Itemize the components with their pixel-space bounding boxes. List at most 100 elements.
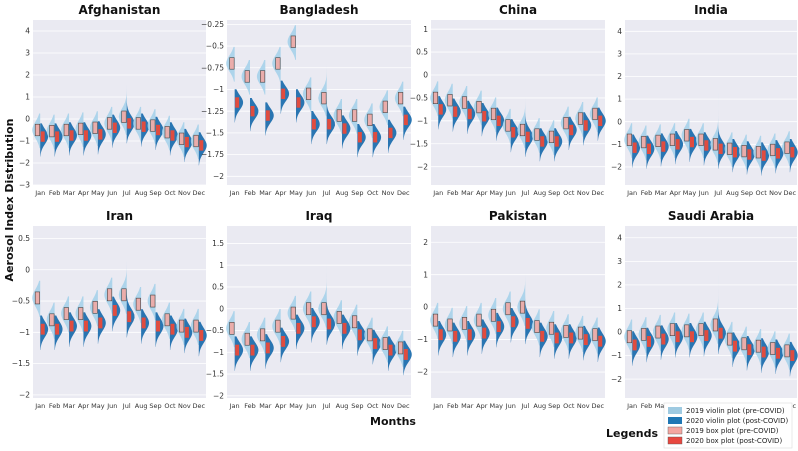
box-2019-oct bbox=[563, 117, 569, 130]
x-tick-label: Apr bbox=[78, 189, 90, 197]
box-2020-oct bbox=[761, 150, 766, 161]
box-2020-mar bbox=[265, 342, 270, 354]
box-2020-mar bbox=[661, 333, 666, 345]
box-2020-sep bbox=[554, 332, 559, 344]
x-tick-label: Nov bbox=[382, 402, 395, 410]
box-2019-feb bbox=[447, 318, 453, 332]
x-tick-label: Nov bbox=[577, 189, 590, 197]
y-tick-label: 4 bbox=[617, 27, 622, 36]
box-2020-mar bbox=[661, 141, 666, 152]
box-2020-feb bbox=[453, 106, 458, 117]
box-2020-oct bbox=[373, 132, 378, 143]
box-2020-feb bbox=[453, 330, 458, 342]
y-tick-label: −2 bbox=[19, 159, 30, 168]
y-tick-label: −2 bbox=[213, 172, 224, 181]
x-tick-label: Jan bbox=[626, 189, 637, 197]
box-2020-may bbox=[296, 97, 301, 108]
box-2019-sep bbox=[352, 315, 358, 329]
box-2019-jul bbox=[712, 318, 718, 332]
box-2020-dec bbox=[199, 330, 204, 341]
box-2020-may bbox=[98, 317, 103, 329]
x-tick-label: Jun bbox=[106, 402, 117, 410]
x-tick-label: Nov bbox=[178, 189, 191, 197]
box-2019-may bbox=[684, 129, 690, 142]
x-tick-label: Jul bbox=[122, 189, 131, 197]
y-tick-label: −1 bbox=[611, 140, 622, 149]
y-tick-label: −2 bbox=[213, 391, 224, 400]
box-2019-may bbox=[290, 35, 296, 48]
x-tick-label: Oct bbox=[164, 189, 176, 197]
box-2019-jan bbox=[626, 330, 632, 344]
box-2020-jan bbox=[438, 104, 443, 115]
x-tick-label: Aug bbox=[533, 189, 546, 197]
box-2020-jan bbox=[40, 323, 45, 335]
y-tick-label: 1 bbox=[25, 93, 30, 102]
x-tick-label: May bbox=[683, 189, 697, 197]
x-tick-label: Oct bbox=[563, 189, 575, 197]
panel-india: −2 −1 0 1 2 3 4 India Jan Feb Mar Apr May Jun Jul Aug Se… bbox=[611, 3, 798, 197]
box-2020-apr bbox=[83, 130, 88, 141]
box-2019-jul bbox=[321, 302, 327, 316]
y-tick-label: −0.75 bbox=[201, 63, 224, 72]
box-2019-oct bbox=[367, 113, 373, 126]
y-tick-label: 4 bbox=[25, 27, 30, 36]
box-2020-oct bbox=[569, 332, 574, 344]
box-2020-jul bbox=[127, 311, 132, 323]
box-2019-jul bbox=[121, 110, 127, 123]
box-2020-apr bbox=[281, 335, 286, 347]
box-2020-jun bbox=[704, 140, 709, 151]
box-2020-feb bbox=[55, 323, 60, 335]
box-2019-mar bbox=[461, 317, 468, 330]
y-tick-label: −0.25 bbox=[201, 20, 224, 29]
box-2019-dec bbox=[784, 344, 790, 358]
box-2019-aug bbox=[135, 297, 141, 311]
box-2020-oct bbox=[569, 124, 574, 136]
panel-china: −2 −1.5 −1 −0.5 0 0.5 1 China Jan Feb Mar Apr May Jun… bbox=[410, 3, 606, 197]
box-2019-mar bbox=[461, 96, 468, 109]
box-2019-apr bbox=[669, 323, 675, 336]
y-tick-label: −1 bbox=[19, 137, 30, 146]
box-2019-may bbox=[92, 121, 98, 134]
box-2019-nov bbox=[382, 100, 388, 113]
x-tick-label: Dec bbox=[784, 189, 797, 197]
y-tick-label: 1 bbox=[617, 95, 622, 104]
x-tick-label: Feb bbox=[641, 189, 653, 197]
x-tick-label: Aug bbox=[336, 189, 349, 197]
y-tick-label: 3 bbox=[617, 257, 622, 266]
legend-swatch bbox=[667, 426, 683, 435]
box-2019-jan bbox=[626, 133, 632, 146]
box-2019-dec bbox=[784, 141, 790, 154]
x-tick-label: Jun bbox=[505, 189, 516, 197]
x-tick-label: Oct bbox=[164, 402, 176, 410]
box-2019-feb bbox=[49, 125, 55, 138]
box-2020-aug bbox=[141, 317, 146, 329]
panel-title: Iraq bbox=[305, 209, 332, 223]
panel-background bbox=[625, 20, 797, 185]
x-tick-label: Nov bbox=[769, 189, 782, 197]
box-2020-aug bbox=[540, 136, 545, 147]
x-axis-label: Months bbox=[370, 415, 416, 428]
y-tick-label: −1 bbox=[417, 116, 428, 125]
box-2019-nov bbox=[770, 143, 776, 157]
box-2019-jul bbox=[519, 123, 526, 137]
y-tick-label: 0 bbox=[219, 304, 224, 313]
box-2019-apr bbox=[275, 319, 281, 333]
x-tick-label: Apr bbox=[476, 402, 488, 410]
x-tick-label: Feb bbox=[244, 189, 256, 197]
y-tick-label: 1.5 bbox=[212, 239, 224, 248]
box-2020-sep bbox=[554, 136, 559, 147]
box-2019-jan bbox=[432, 313, 439, 327]
box-2020-may bbox=[98, 129, 103, 140]
panel-pakistan: −2 −1 0 1 2 Pakistan Jan Feb Mar Apr May Jun Jul Aug S… bbox=[417, 209, 606, 410]
box-2020-jul bbox=[127, 118, 132, 129]
box-2019-aug bbox=[336, 109, 342, 122]
box-2019-oct bbox=[164, 126, 170, 139]
box-2019-aug bbox=[727, 142, 733, 155]
y-tick-label: −2 bbox=[19, 390, 30, 399]
x-tick-label: Sep bbox=[548, 402, 560, 410]
panel-background bbox=[33, 20, 206, 185]
x-tick-label: Apr bbox=[78, 402, 90, 410]
box-2020-nov bbox=[388, 344, 393, 356]
x-tick-label: Jan bbox=[34, 189, 45, 197]
